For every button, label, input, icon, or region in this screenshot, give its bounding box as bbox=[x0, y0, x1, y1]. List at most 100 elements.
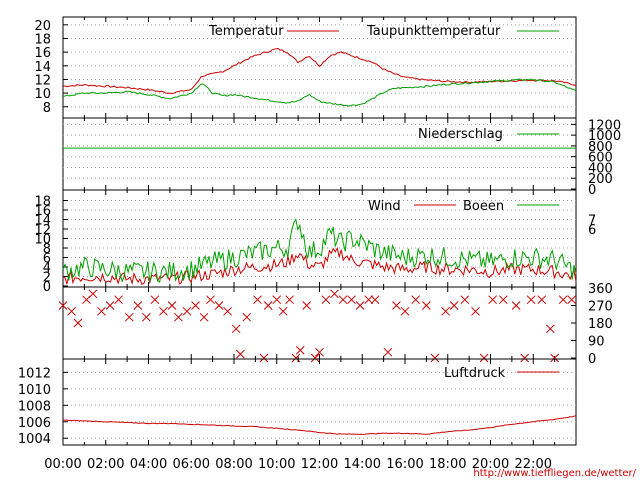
legend-label-taupunkttemperatur: Taupunkttemperatur bbox=[366, 24, 501, 39]
credit-link[interactable]: http://www.tieffliegen.de/wetter/ bbox=[473, 468, 636, 479]
y-tick-label: 1200 bbox=[588, 118, 621, 133]
wind-direction-point bbox=[124, 312, 134, 322]
wind-direction-point bbox=[479, 353, 489, 363]
time-axis: 00:00 02:00 04:00 06:00 08:00 10:00 12:00 14:00… bbox=[44, 457, 552, 472]
wind-direction-point bbox=[278, 306, 288, 316]
y-right-tick-label: 6 bbox=[588, 223, 596, 238]
wind-direction-point bbox=[471, 306, 480, 316]
wind-direction-point bbox=[67, 306, 76, 316]
wind-direction-point bbox=[567, 295, 577, 305]
wind-direction-point bbox=[105, 301, 115, 310]
wind-direction-point bbox=[545, 324, 555, 334]
x-tick-label: 16:00 bbox=[386, 457, 423, 472]
x-tick-label: 18:00 bbox=[429, 457, 466, 472]
y-tick-label: 12 bbox=[34, 73, 51, 88]
x-tick-label: 00:00 bbox=[44, 457, 81, 472]
wind-direction-point bbox=[498, 295, 508, 305]
y-tick-label: 12 bbox=[34, 223, 51, 238]
y-tick-label: 4 bbox=[43, 261, 51, 276]
y-tick-label: 800 bbox=[588, 140, 613, 155]
wind-direction-point bbox=[411, 295, 421, 305]
wind-direction-point bbox=[383, 347, 393, 357]
wind-direction-point bbox=[449, 301, 459, 310]
wind-direction-point bbox=[400, 306, 410, 316]
legend-label-luftdruck: Luftdruck bbox=[444, 366, 506, 381]
wind-direction-point bbox=[430, 353, 440, 363]
y-tick-label: 16 bbox=[34, 204, 51, 219]
y-tick-label: 600 bbox=[588, 151, 613, 166]
y-tick-label: 400 bbox=[588, 161, 613, 176]
y-tick-label: 14 bbox=[34, 214, 51, 229]
y-tick-label: 6 bbox=[43, 252, 51, 267]
wind-direction-point bbox=[558, 295, 568, 305]
wind-direction-point bbox=[223, 306, 232, 316]
y-tick-label: 8 bbox=[43, 242, 51, 257]
wind-direction-point bbox=[242, 312, 252, 322]
y-tick-label: 18 bbox=[34, 195, 51, 210]
y-tick-label: 8 bbox=[43, 101, 51, 116]
wind-direction-point bbox=[253, 295, 262, 305]
y-tick-label: 10 bbox=[34, 87, 51, 102]
y-tick-label: 0 bbox=[588, 352, 596, 367]
y-tick-label: 20 bbox=[34, 19, 51, 34]
series-line-luftdruck bbox=[62, 415, 577, 435]
wind-direction-point bbox=[259, 353, 269, 363]
wind-direction-point bbox=[392, 301, 401, 310]
wind-direction-point bbox=[142, 312, 151, 322]
y-tick-label: 16 bbox=[34, 46, 51, 61]
y-tick-label: 180 bbox=[588, 317, 613, 332]
wind-direction-point bbox=[199, 312, 209, 322]
x-tick-label: 02:00 bbox=[87, 457, 124, 472]
series-line-temperatur bbox=[62, 47, 577, 95]
wind-direction-point bbox=[150, 295, 160, 305]
y-tick-label: 270 bbox=[588, 300, 613, 315]
wind-direction-point bbox=[236, 349, 245, 359]
wind-direction-point bbox=[88, 289, 98, 299]
wind-direction-point bbox=[263, 301, 273, 310]
y-tick-label: 0 bbox=[43, 280, 51, 295]
x-tick-label: 12:00 bbox=[301, 457, 338, 472]
legend-label-wind: Wind bbox=[368, 199, 401, 214]
y-tick-label: 360 bbox=[588, 282, 613, 297]
wind-direction-point bbox=[58, 301, 68, 310]
wind-direction-point bbox=[321, 295, 331, 305]
wind-direction-point bbox=[315, 347, 324, 357]
x-tick-label: 08:00 bbox=[215, 457, 252, 472]
series-line-wind bbox=[62, 246, 577, 286]
panel-frame bbox=[62, 286, 577, 360]
wind-direction-point bbox=[133, 301, 143, 310]
wind-direction-point bbox=[302, 301, 312, 310]
x-tick-label: 10:00 bbox=[258, 457, 295, 472]
x-tick-label: 14:00 bbox=[344, 457, 381, 472]
wind-direction-point bbox=[167, 301, 177, 310]
wind-direction-point bbox=[441, 306, 450, 316]
wind-direction-point bbox=[214, 301, 224, 310]
y-tick-label: 2 bbox=[43, 271, 51, 286]
y-tick-label: 1000 bbox=[588, 129, 621, 144]
wind-direction-point bbox=[272, 295, 282, 305]
y-tick-label: 1004 bbox=[18, 432, 51, 447]
y-tick-label: 14 bbox=[34, 60, 51, 75]
y-tick-label: 1008 bbox=[18, 399, 51, 414]
wind-direction-point bbox=[231, 324, 241, 334]
wind-direction-point bbox=[550, 353, 559, 363]
x-tick-label: 04:00 bbox=[130, 457, 167, 472]
wind-direction-point bbox=[295, 345, 305, 355]
wind-direction-point bbox=[206, 295, 215, 305]
wind-direction-point bbox=[338, 295, 348, 305]
wind-direction-point bbox=[370, 295, 380, 305]
wind-direction-point bbox=[330, 289, 339, 299]
x-tick-label: 20:00 bbox=[472, 457, 509, 472]
wind-direction-point bbox=[159, 306, 168, 316]
wind-direction-point bbox=[511, 301, 521, 310]
wind-direction-point bbox=[182, 306, 192, 316]
wind-direction-point bbox=[488, 295, 497, 305]
panel-wind-direction: 0 90 180 270 360 bbox=[58, 282, 613, 367]
wind-direction-point bbox=[537, 295, 547, 305]
legend-label-boeen: Boeen bbox=[463, 199, 504, 214]
wind-direction-point bbox=[114, 295, 123, 305]
y-tick-label: 200 bbox=[588, 172, 613, 187]
